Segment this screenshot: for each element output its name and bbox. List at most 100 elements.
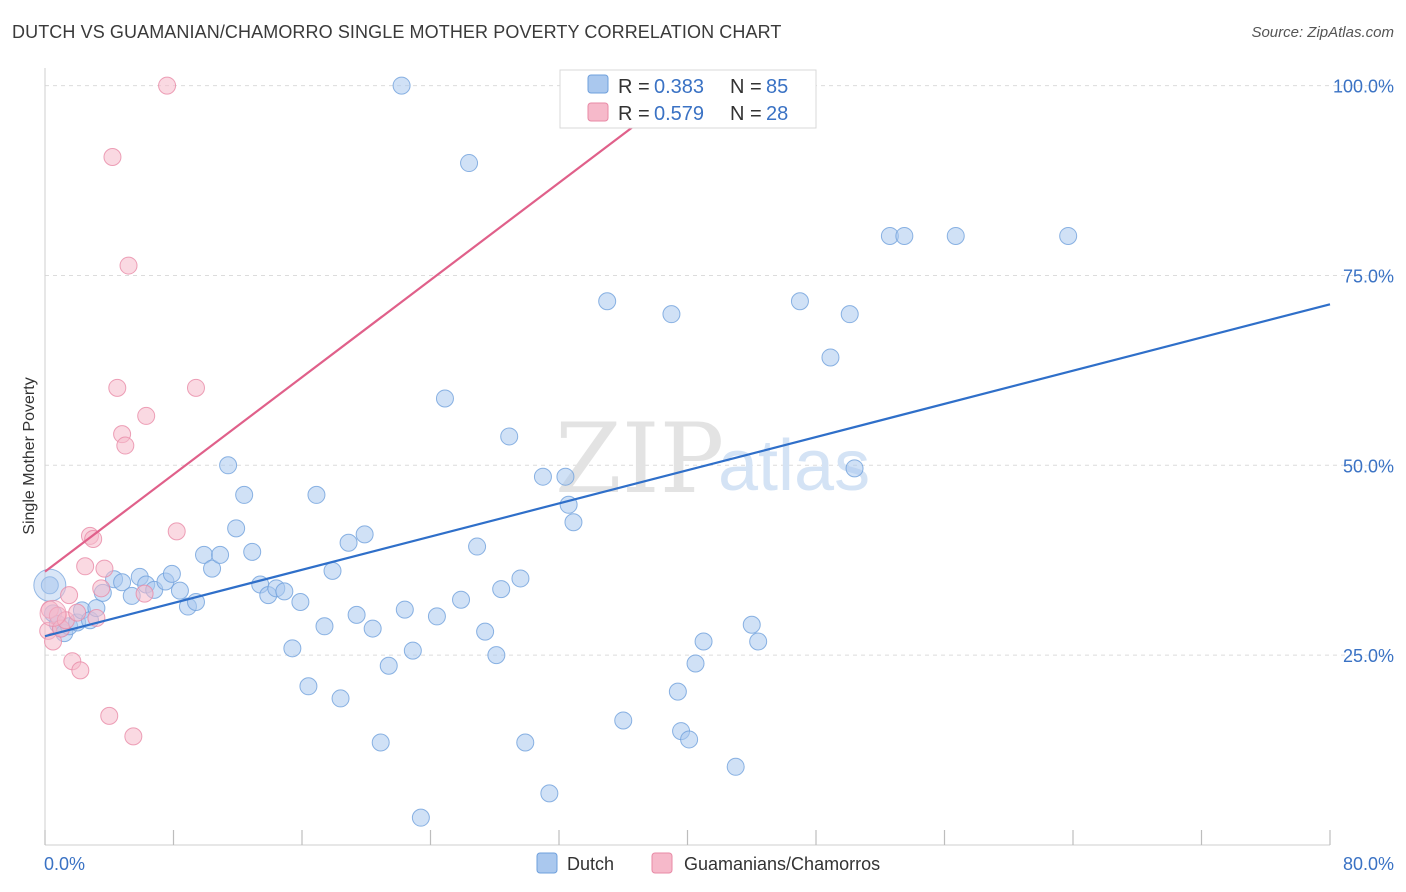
dutch-point-61: [540, 784, 559, 803]
y-tick-label-25: 25.0%: [1343, 646, 1394, 666]
guam-point-15: [95, 559, 114, 578]
dutch-point-57: [500, 427, 519, 446]
dutch-point-71: [686, 654, 705, 673]
dutch-point-25: [219, 456, 238, 475]
guam-point-23: [135, 584, 154, 603]
legend-swatch-dutch: [587, 74, 609, 94]
dutch-point-82: [946, 226, 965, 245]
dutch-point-55: [487, 646, 506, 665]
dutch-point-28: [243, 542, 262, 561]
grid-lines: [45, 85, 1390, 656]
dutch-point-58: [511, 569, 530, 588]
dutch-point-32: [275, 582, 294, 601]
dutch-point-48: [411, 808, 430, 827]
dutch-point-72: [694, 632, 713, 651]
y-tick-label-75: 75.0%: [1343, 266, 1394, 286]
bottom-legend-swatch-dutch: [536, 852, 558, 874]
guam-point-21: [119, 256, 138, 275]
guam-point-16: [100, 706, 119, 725]
dutch-point-37: [315, 617, 334, 636]
x-tick-labels: 0.0% 80.0%: [44, 854, 1394, 874]
guam-cluster-point: [39, 599, 67, 627]
dutch-point-60: [533, 467, 552, 486]
dutch-point-23: [203, 559, 222, 578]
legend-r-value-guam: 0.579: [654, 103, 704, 125]
legend-n-value-dutch: 85: [766, 76, 788, 98]
dutch-point-81: [895, 226, 914, 245]
guam-point-9: [71, 661, 90, 680]
dutch-point-53: [468, 537, 487, 556]
series-dutch-points: [33, 76, 1078, 827]
dutch-point-79: [845, 459, 864, 478]
guam-point-6: [60, 586, 79, 605]
guam-point-12: [84, 529, 103, 548]
dutch-point-40: [339, 533, 358, 552]
dutch-point-50: [435, 389, 454, 408]
legend-r-label-dutch: R =: [618, 76, 650, 98]
guam-point-22: [124, 727, 143, 746]
dutch-point-62: [556, 467, 575, 486]
dutch-point-77: [821, 348, 840, 367]
guam-point-20: [116, 436, 135, 455]
dutch-point-45: [379, 656, 398, 675]
dutch-point-68: [668, 682, 687, 701]
bottom-legend-dutch: Dutch: [567, 854, 614, 874]
dutch-point-52: [460, 154, 479, 173]
dutch-point-54: [476, 622, 495, 641]
dutch-point-73: [726, 757, 745, 776]
dutch-point-42: [355, 525, 374, 544]
dutch-point-18: [162, 564, 181, 583]
guam-point-27: [186, 378, 205, 397]
dutch-point-47: [403, 641, 422, 660]
dutch-point-67: [662, 305, 681, 324]
dutch-point-76: [790, 292, 809, 311]
legend-n-label-guam: N =: [730, 103, 762, 125]
y-tick-label-50: 50.0%: [1343, 456, 1394, 476]
dutch-point-51: [452, 590, 471, 609]
dutch-point-33: [283, 639, 302, 658]
dutch-point-70: [680, 730, 699, 749]
legend-r-label-guam: R =: [618, 103, 650, 125]
legend-box: R = 0.383 N = 85 R = 0.579 N = 28: [559, 69, 817, 129]
dutch-point-0: [40, 576, 59, 595]
dutch-point-34: [291, 592, 310, 611]
guam-point-17: [103, 147, 122, 166]
source-label: Source: ZipAtlas.com: [1251, 24, 1394, 41]
dutch-point-27: [235, 485, 254, 504]
dutch-point-83: [1059, 226, 1078, 245]
dutch-point-12: [113, 573, 132, 592]
dutch-point-66: [614, 711, 633, 730]
watermark-atlas: atlas: [718, 426, 870, 506]
legend-n-label-dutch: N =: [730, 76, 762, 98]
legend-r-value-dutch: 0.383: [654, 76, 704, 98]
chart-title: DUTCH VS GUAMANIAN/CHAMORRO SINGLE MOTHE…: [12, 22, 782, 42]
dutch-point-38: [323, 561, 342, 580]
bottom-legend: Dutch Guamanians/Chamorros: [536, 852, 880, 874]
guam-point-14: [92, 579, 111, 598]
dutch-point-19: [170, 581, 189, 600]
legend-swatch-guam: [587, 102, 609, 122]
y-tick-labels: 25.0% 50.0% 75.0% 100.0%: [1333, 77, 1394, 667]
dutch-point-35: [299, 677, 318, 696]
legend-n-value-guam: 28: [766, 103, 788, 125]
guam-point-10: [76, 557, 95, 576]
dutch-point-78: [840, 305, 859, 324]
dutch-point-39: [331, 689, 350, 708]
dutch-point-74: [742, 615, 761, 634]
dutch-point-56: [492, 580, 511, 599]
guam-point-24: [137, 406, 156, 425]
dutch-point-84: [392, 76, 411, 95]
dutch-trend-line: [44, 303, 1331, 638]
dutch-point-26: [227, 519, 246, 538]
bottom-legend-swatch-guam: [651, 852, 673, 874]
dutch-point-41: [347, 605, 366, 624]
x-tick-label-max: 80.0%: [1343, 854, 1394, 874]
dutch-point-64: [564, 513, 583, 532]
trend-lines: [44, 84, 1331, 638]
dutch-point-59: [516, 733, 535, 752]
guam-trend-line: [44, 84, 689, 573]
dutch-point-43: [363, 619, 382, 638]
series-guam-points: [39, 76, 205, 746]
dutch-point-24: [211, 545, 230, 564]
